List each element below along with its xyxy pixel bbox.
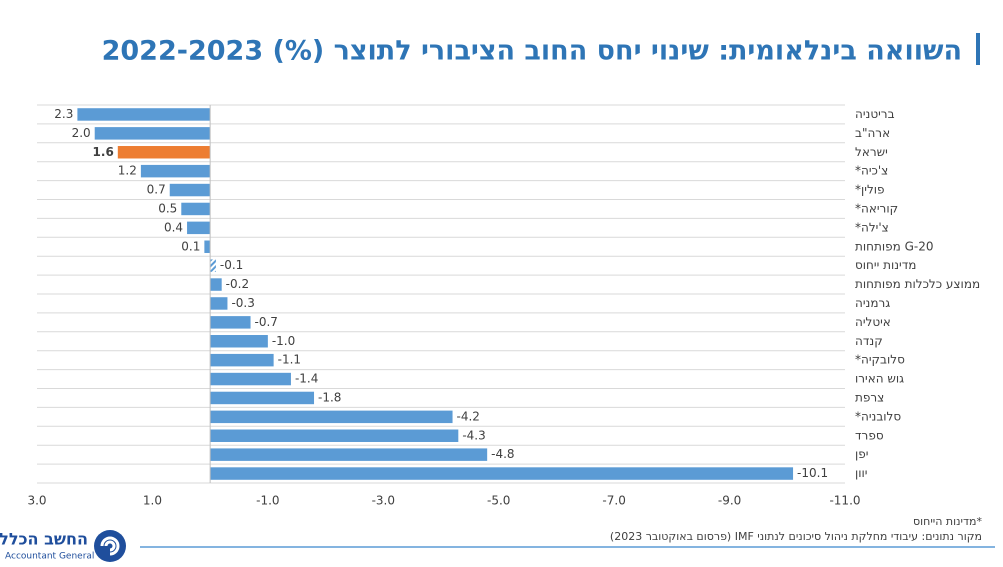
- value-label: -0.7: [255, 315, 278, 329]
- category-label: ממוצע כלכלות מפותחות: [855, 277, 980, 291]
- category-label: יפן: [855, 447, 868, 461]
- bar: [210, 297, 228, 310]
- bar: [210, 353, 274, 367]
- value-label: -10.1: [797, 466, 828, 480]
- x-tick-label: 1.0: [143, 494, 162, 508]
- logo: החשב הכללי Accountant General: [0, 530, 126, 562]
- value-label: 0.4: [164, 220, 183, 234]
- category-label: בריטניה: [855, 107, 895, 121]
- category-label: צ'ילה*: [855, 220, 889, 234]
- category-label: ישראל: [855, 145, 888, 159]
- category-label: פולין*: [855, 183, 885, 197]
- category-label: קנדה: [855, 334, 883, 348]
- category-label: איטליה: [855, 315, 891, 329]
- bar: [210, 316, 251, 329]
- category-label: צרפת: [855, 390, 884, 404]
- value-label: -1.4: [295, 372, 318, 386]
- bar: [210, 429, 459, 442]
- bar: [94, 127, 211, 140]
- value-label: -4.2: [457, 409, 480, 423]
- category-label: סלובקיה*: [855, 353, 905, 367]
- category-label: מדינות ייחוס: [855, 258, 916, 272]
- category-label: גוש האירו: [855, 372, 904, 386]
- value-label: -0.1: [220, 258, 243, 272]
- value-label: 1.2: [118, 164, 137, 178]
- value-label: 2.0: [72, 126, 91, 140]
- bar: [204, 240, 211, 253]
- bar: [210, 372, 291, 386]
- logo-subtitle: Accountant General: [5, 552, 94, 562]
- bar: [210, 335, 268, 348]
- x-tick-label: -11.0: [829, 494, 860, 508]
- category-label: יוון: [855, 466, 868, 480]
- chart-title: השוואה בינלאומית: שינוי יחס החוב הציבורי…: [102, 36, 962, 67]
- value-label: -1.0: [272, 334, 295, 348]
- value-label: -1.8: [318, 390, 341, 404]
- value-label: 0.1: [181, 239, 200, 253]
- value-label: -4.8: [491, 447, 514, 461]
- category-label: סלובניה*: [855, 409, 901, 423]
- x-tick-label: 3.0: [27, 494, 46, 508]
- bar: [181, 202, 211, 216]
- x-tick-label: -7.0: [602, 494, 625, 508]
- x-tick-label: -9.0: [718, 494, 741, 508]
- value-label: -0.2: [226, 277, 249, 291]
- value-label: 0.7: [147, 183, 166, 197]
- category-label: קוריאה*: [855, 201, 898, 215]
- category-label: צ'כיה*: [855, 164, 888, 178]
- bar: [140, 164, 211, 178]
- value-label: -1.1: [278, 353, 301, 367]
- bar: [210, 467, 794, 480]
- value-label: -0.3: [231, 296, 254, 310]
- x-tick-label: -1.0: [256, 494, 279, 508]
- bar: [210, 448, 488, 461]
- value-label: -4.3: [462, 428, 485, 442]
- value-label: 2.3: [54, 107, 73, 121]
- category-label: G-20 מפותחות: [855, 239, 934, 253]
- x-tick-label: -5.0: [487, 494, 510, 508]
- bar: [210, 391, 315, 405]
- bar: [77, 108, 211, 121]
- value-label: 0.5: [158, 201, 177, 215]
- logo-title: החשב הכללי: [0, 530, 88, 549]
- bar: [169, 183, 211, 197]
- bar: [210, 410, 453, 424]
- bar: [117, 146, 211, 159]
- x-tick-label: -3.0: [372, 494, 395, 508]
- bar: [210, 259, 216, 272]
- note: *מדינות הייחוס: [913, 515, 982, 528]
- category-label: ספרד: [855, 428, 884, 442]
- category-label: ארה"ב: [855, 126, 890, 140]
- category-label: גרמניה: [855, 296, 890, 310]
- source-note: מקור נתונים: עיבודי מחלקת ניהול סיכונים …: [610, 530, 982, 543]
- logo-mark: [94, 530, 126, 562]
- bar: [187, 221, 211, 235]
- value-label: 1.6: [93, 145, 114, 159]
- logo-swirl: [100, 536, 120, 556]
- title-accent: [976, 33, 980, 65]
- bar: [210, 278, 222, 291]
